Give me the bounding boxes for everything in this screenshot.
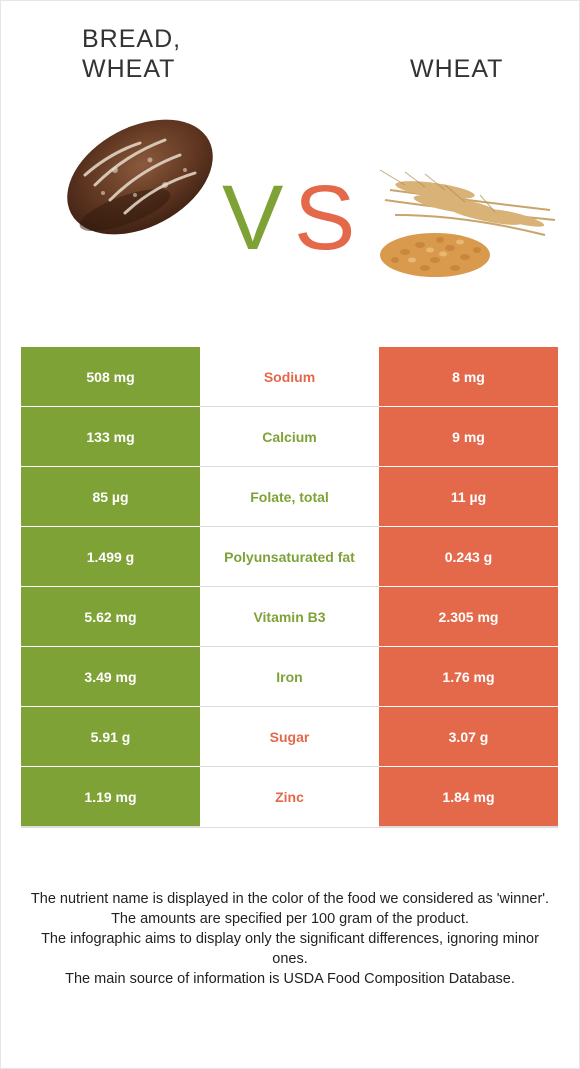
- bread-image: [67, 119, 213, 235]
- table-row: 5.91 g Sugar 3.07 g: [21, 706, 558, 767]
- right-food-title: WHEAT: [410, 55, 504, 83]
- vs-letter-s: S: [294, 167, 356, 269]
- footnote: The main source of information is USDA F…: [65, 971, 515, 987]
- wheat-image: [379, 169, 556, 277]
- left-value: 133 mg: [21, 406, 200, 467]
- left-value: 5.91 g: [21, 706, 200, 767]
- footnote: The nutrient name is displayed in the co…: [30, 891, 550, 907]
- nutrient-name: Sugar: [200, 706, 379, 767]
- table-row: 133 mg Calcium 9 mg: [21, 406, 558, 467]
- left-value: 3.49 mg: [21, 646, 200, 707]
- vs-letter-v: V: [222, 167, 284, 269]
- right-value: 8 mg: [379, 347, 558, 407]
- nutrient-name: Folate, total: [200, 466, 379, 527]
- footnotes: The nutrient name is displayed in the co…: [30, 889, 550, 989]
- nutrient-name: Vitamin B3: [200, 586, 379, 647]
- nutrient-name: Sodium: [200, 347, 379, 407]
- nutrient-name: Zinc: [200, 766, 379, 828]
- left-food-title: BREAD, WHEAT: [82, 25, 182, 83]
- right-value: 1.76 mg: [379, 646, 558, 707]
- right-value: 3.07 g: [379, 706, 558, 767]
- right-value: 0.243 g: [379, 526, 558, 587]
- table-row: 508 mg Sodium 8 mg: [21, 347, 558, 407]
- nutrient-name: Calcium: [200, 406, 379, 467]
- table-row: 1.19 mg Zinc 1.84 mg: [21, 766, 558, 828]
- nutrient-comparison-table: 508 mg Sodium 8 mg 133 mg Calcium 9 mg 85 µg Fo…: [21, 347, 558, 828]
- table-row: 85 µg Folate, total 11 µg: [21, 466, 558, 527]
- nutrient-name: Polyunsaturated fat: [200, 526, 379, 587]
- footnote: The infographic aims to display only the…: [41, 931, 539, 967]
- left-value: 1.19 mg: [21, 766, 200, 828]
- right-value: 11 µg: [379, 466, 558, 527]
- right-value: 1.84 mg: [379, 766, 558, 828]
- left-value: 1.499 g: [21, 526, 200, 587]
- nutrient-name: Iron: [200, 646, 379, 707]
- table-row: 1.499 g Polyunsaturated fat 0.243 g: [21, 526, 558, 587]
- table-row: 5.62 mg Vitamin B3 2.305 mg: [21, 586, 558, 647]
- table-row: 3.49 mg Iron 1.76 mg: [21, 646, 558, 707]
- left-value: 5.62 mg: [21, 586, 200, 647]
- footnote: The amounts are specified per 100 gram o…: [111, 911, 469, 927]
- left-value: 85 µg: [21, 466, 200, 527]
- left-value: 508 mg: [21, 347, 200, 407]
- right-value: 2.305 mg: [379, 586, 558, 647]
- right-value: 9 mg: [379, 406, 558, 467]
